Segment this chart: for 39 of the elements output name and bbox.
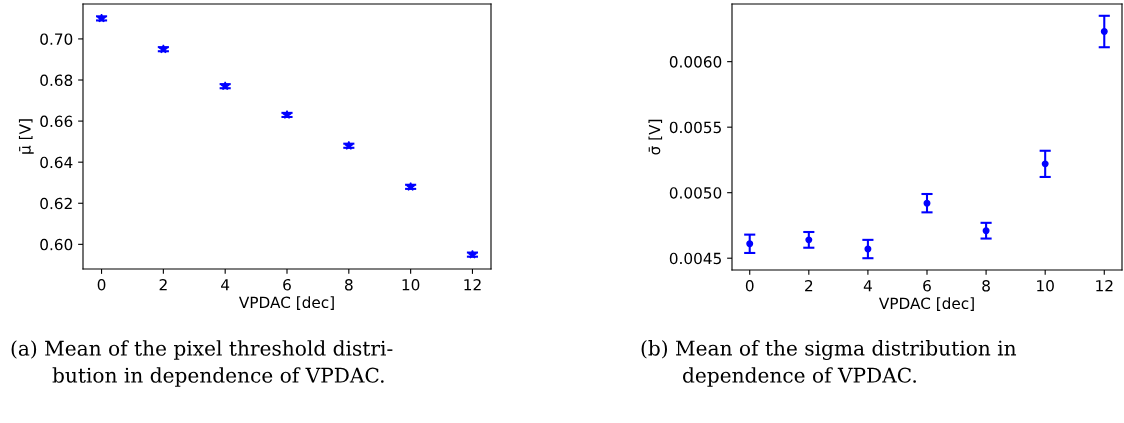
y-tick-label: 0.0050 <box>669 187 722 199</box>
x-tick-label: 4 <box>221 279 230 291</box>
y-tick-label: 0.0055 <box>669 121 721 134</box>
x-tick-label: 8 <box>982 279 990 292</box>
y-axis-title: σ̄ [V] <box>648 119 663 155</box>
x-tick-label: 0 <box>97 278 106 291</box>
text: (a) Mean of the pixel threshold distri- <box>11 340 393 360</box>
y-tick-label: 0.0045 <box>669 252 721 265</box>
point <box>1041 160 1049 168</box>
y-tick-label: 0.60 <box>40 238 73 251</box>
x-axis-title: VPDAC [dec] <box>238 296 334 310</box>
y-tick-label: 0.70 <box>40 33 73 45</box>
y-axis-title: μ̄ [V] <box>18 119 34 154</box>
x-tick-label: 12 <box>1096 279 1113 292</box>
point <box>1100 28 1108 35</box>
x-tick-label: 0 <box>745 279 754 292</box>
text: dependence of VPDAC. <box>683 367 916 387</box>
y-tick-label: 0.62 <box>40 197 72 210</box>
x-tick-label: 4 <box>863 280 872 292</box>
x-tick-label: 2 <box>159 278 167 291</box>
x-tick-label: 10 <box>1037 279 1054 292</box>
y-tick-label: 0.66 <box>40 115 73 128</box>
x-tick-label: 12 <box>464 278 481 291</box>
y-tick-label: 0.68 <box>40 74 73 87</box>
x-tick-label: 10 <box>402 278 420 291</box>
y-tick-label: 0.0060 <box>669 56 722 68</box>
text: bution in dependence of VPDAC. <box>52 367 384 387</box>
y-tick-label: 0.64 <box>40 156 73 169</box>
x-tick-label: 6 <box>283 278 291 291</box>
point <box>746 240 754 248</box>
point <box>805 236 813 244</box>
x-axis-title: VPDAC [dec] <box>878 297 974 311</box>
x-tick-label: 6 <box>923 279 931 292</box>
point <box>864 245 872 253</box>
x-tick-label: 2 <box>805 279 813 292</box>
text: (b) Mean of the sigma distribution in <box>641 340 1017 360</box>
point <box>982 227 990 235</box>
point <box>923 199 931 207</box>
x-tick-label: 8 <box>344 278 353 291</box>
